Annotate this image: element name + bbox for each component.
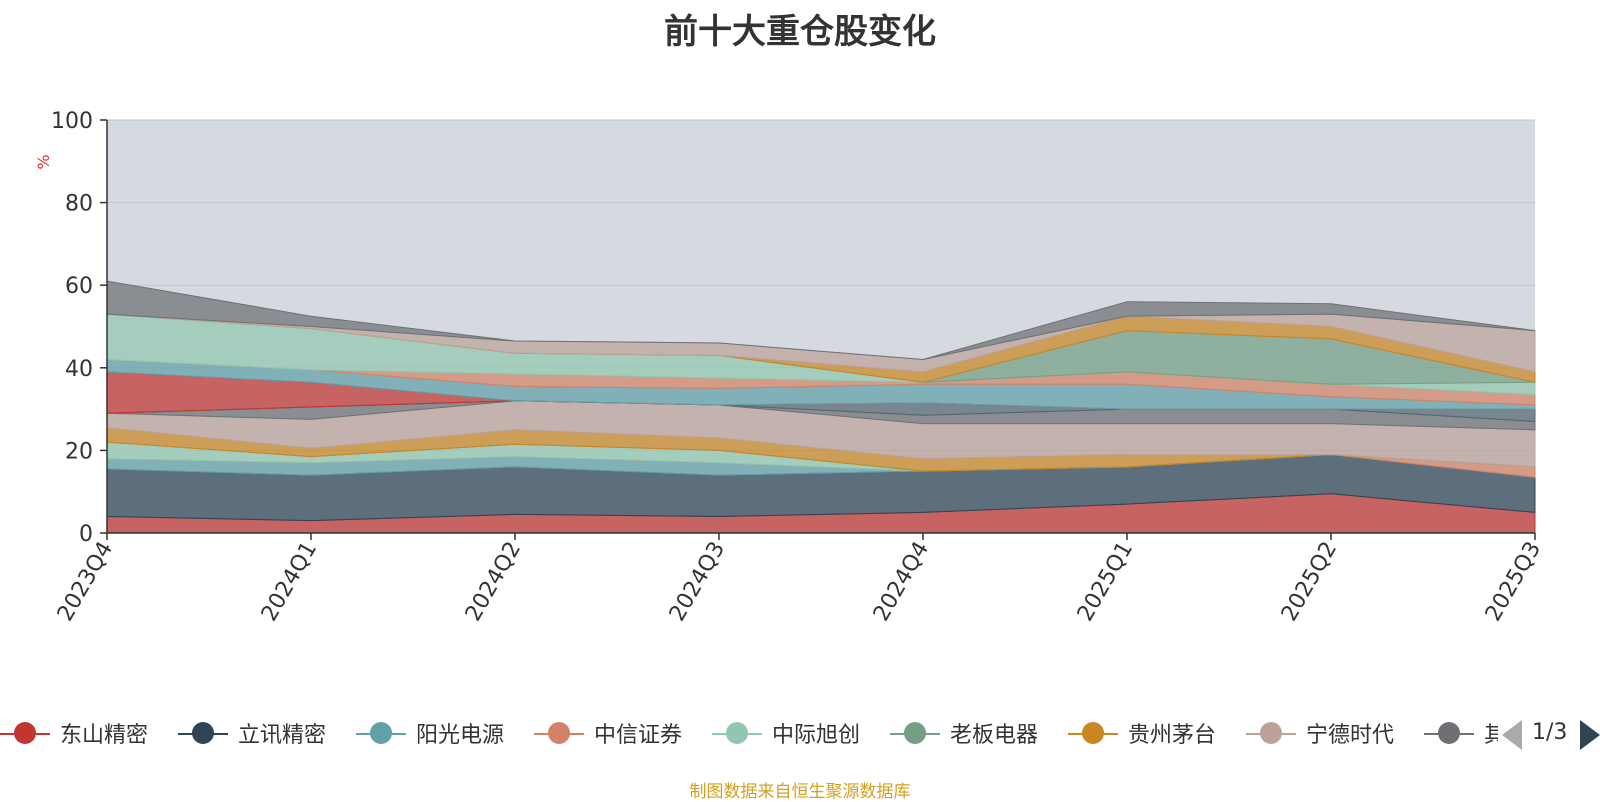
legend-dot-icon <box>1082 722 1104 744</box>
legend-label: 中信证券 <box>594 723 683 748</box>
area-series <box>106 280 1536 361</box>
y-tick-label: 20 <box>65 439 93 464</box>
y-tick-label: 60 <box>65 274 93 299</box>
x-tick-label: 2023Q4 <box>53 538 118 626</box>
legend-dot-icon <box>1260 722 1282 744</box>
legend-label: 立讯精密 <box>238 723 327 748</box>
legend-prev-page-icon[interactable] <box>1502 720 1522 750</box>
legend-label: 中际旭创 <box>772 723 861 748</box>
legend-dot-icon <box>726 722 748 744</box>
y-tick-label: 100 <box>51 109 93 134</box>
legend-next-page-icon[interactable] <box>1580 720 1600 750</box>
legend-label: 宁德时代 <box>1306 723 1395 748</box>
y-tick-label: 40 <box>65 357 93 382</box>
y-tick-label: 80 <box>65 192 93 217</box>
legend-label: 老板电器 <box>950 723 1039 748</box>
y-axis-label-group: % <box>34 154 53 169</box>
y-tick-label: 0 <box>79 522 93 547</box>
legend-dot-icon <box>14 722 36 744</box>
x-tick-label: 2025Q1 <box>1073 538 1138 626</box>
legend: 东山精密 立讯精密 阳光电源 中信证券 中际旭创 老板电器 贵州茅台 宁德时代其 <box>0 712 1600 756</box>
chart-title: 前十大重仓股变化 <box>664 12 936 52</box>
legend-dot-icon <box>548 722 570 744</box>
x-tick-label: 2024Q3 <box>665 538 730 626</box>
legend-dot-icon <box>192 722 214 744</box>
legend-dot-icon <box>1438 722 1460 744</box>
legend-pager: 1/3 <box>1498 716 1600 756</box>
x-tick-label: 2024Q4 <box>869 538 934 626</box>
x-tick-label: 2025Q3 <box>1481 538 1546 626</box>
x-tick-label: 2025Q2 <box>1277 538 1342 626</box>
legend-label: 东山精密 <box>60 723 149 748</box>
legend-dot-icon <box>904 722 926 744</box>
y-axis-label: % <box>34 154 53 169</box>
stacked-area-chart: 0 20 40 60 80 100 2023Q4 2024Q1 2024Q2 2024Q3 2024… <box>34 109 1546 626</box>
legend-label: 阳光电源 <box>416 723 505 748</box>
x-tick-label: 2024Q2 <box>461 538 526 626</box>
legend-dot-icon <box>370 722 392 744</box>
legend-page-indicator: 1/3 <box>1532 720 1568 745</box>
source-note: 制图数据来自恒生聚源数据库 <box>689 782 911 802</box>
legend-label: 贵州茅台 <box>1128 723 1217 748</box>
x-tick-label: 2024Q1 <box>257 538 322 626</box>
